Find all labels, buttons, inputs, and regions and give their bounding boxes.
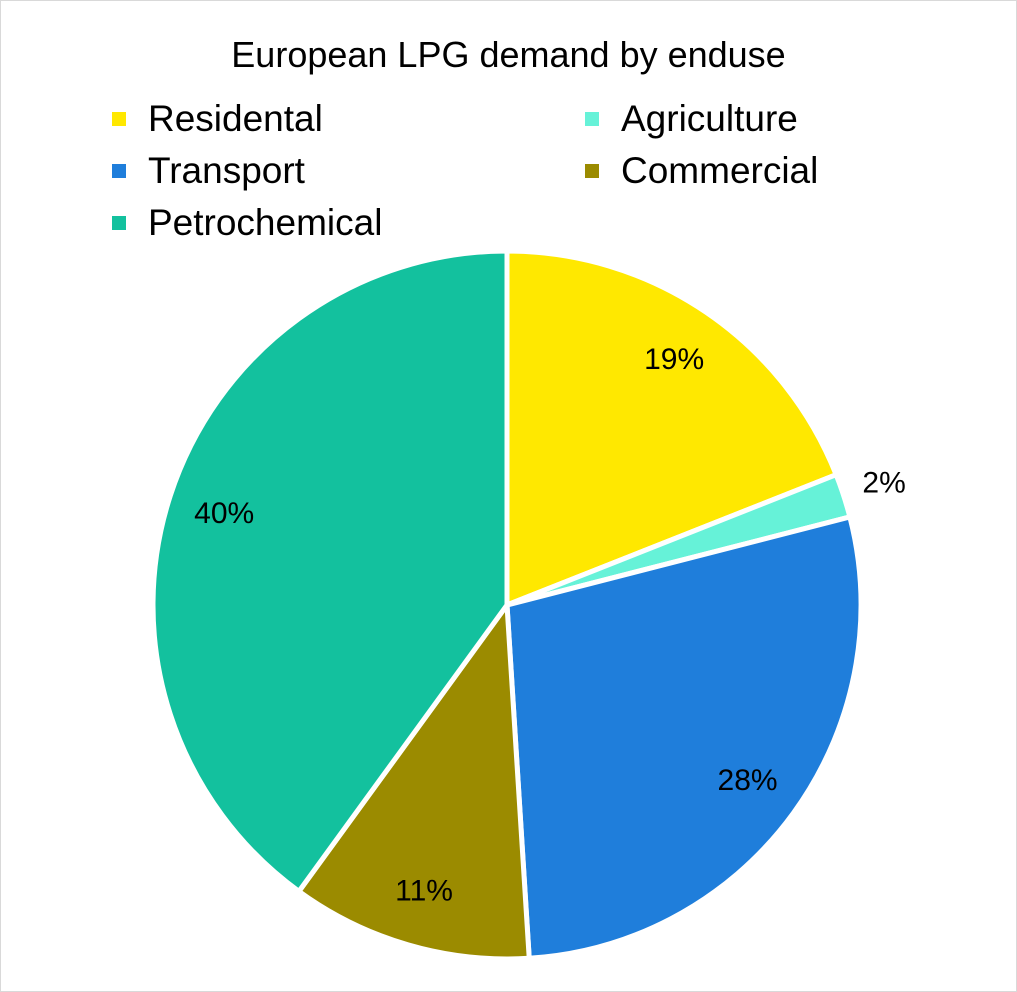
pie-slice-transport	[504, 514, 864, 961]
pie-slice-residental	[504, 248, 839, 608]
data-label-transport: 28%	[718, 764, 778, 797]
pie-slice-commercial	[296, 602, 532, 962]
legend-label: Commercial	[621, 150, 819, 191]
legend-swatch	[112, 164, 126, 178]
data-label-petrochemical: 40%	[194, 497, 254, 530]
legend-swatch	[112, 216, 126, 230]
legend-item-petrochemical: Petrochemical	[112, 201, 382, 245]
legend-item-residental: Residental	[112, 97, 323, 141]
data-label-agriculture: 2%	[862, 466, 905, 499]
legend-swatch	[585, 112, 599, 126]
legend-swatch	[112, 112, 126, 126]
pie-slice-petrochemical	[150, 248, 510, 894]
data-label-commercial: 11%	[395, 875, 453, 908]
chart-title: European LPG demand by enduse	[231, 34, 786, 75]
legend-label: Residental	[148, 98, 323, 139]
legend-item-transport: Transport	[112, 149, 305, 193]
legend-label: Petrochemical	[148, 202, 383, 243]
legend-item-commercial: Commercial	[585, 149, 818, 193]
legend-label: Transport	[148, 150, 305, 191]
data-label-residental: 19%	[644, 343, 704, 376]
legend-item-agriculture: Agriculture	[585, 97, 798, 141]
legend-label: Agriculture	[621, 98, 798, 139]
legend-swatch	[585, 164, 599, 178]
